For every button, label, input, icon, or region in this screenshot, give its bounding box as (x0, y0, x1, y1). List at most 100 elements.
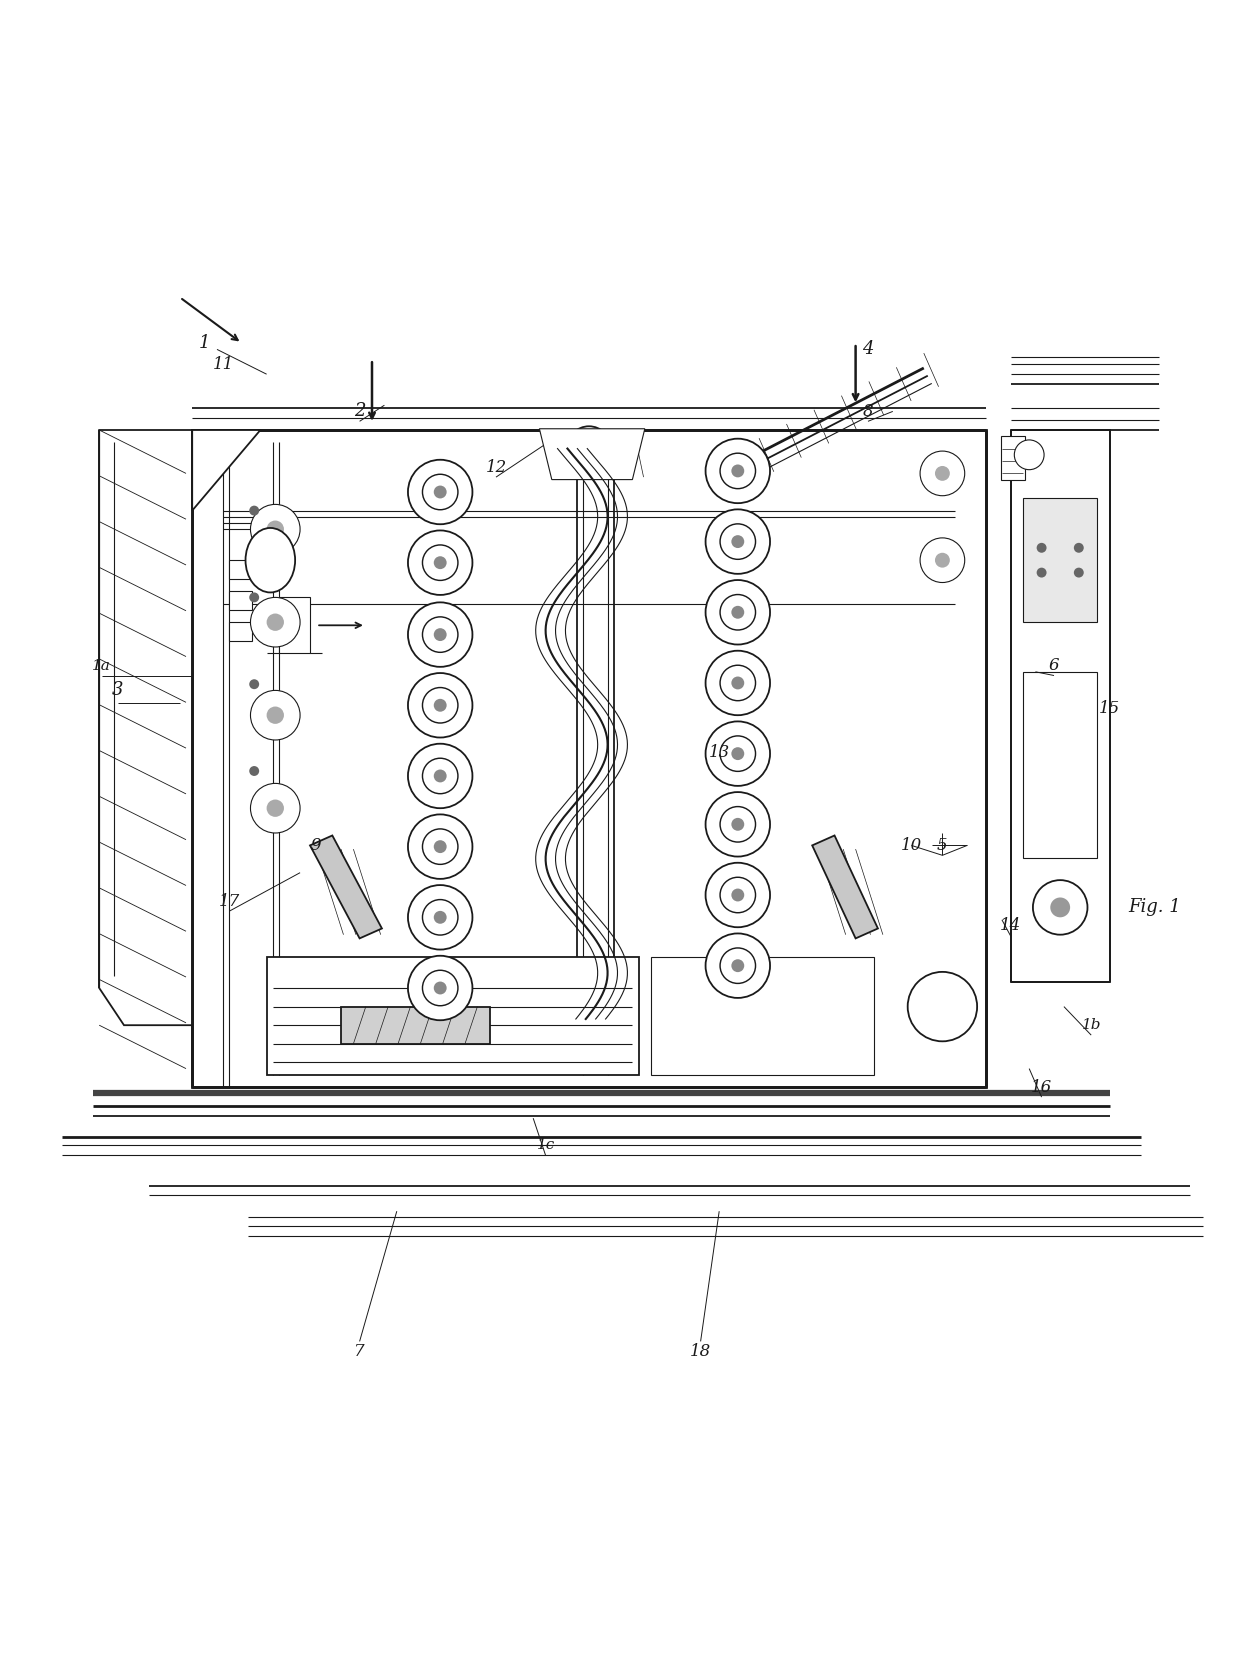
Circle shape (423, 616, 458, 653)
Circle shape (408, 673, 472, 738)
Text: 2: 2 (353, 403, 366, 420)
Circle shape (250, 505, 300, 555)
Circle shape (423, 970, 458, 1006)
Circle shape (720, 523, 755, 560)
Circle shape (423, 900, 458, 935)
Circle shape (408, 956, 472, 1020)
Bar (279, 598, 310, 653)
Text: 13: 13 (708, 745, 730, 761)
Circle shape (732, 535, 744, 548)
Circle shape (720, 948, 755, 983)
Polygon shape (99, 430, 192, 1025)
Circle shape (706, 721, 770, 786)
Text: 6: 6 (1049, 656, 1059, 675)
Circle shape (706, 863, 770, 928)
Circle shape (732, 960, 744, 973)
Circle shape (920, 538, 965, 583)
Text: 10: 10 (900, 836, 923, 855)
Circle shape (720, 453, 755, 488)
Circle shape (267, 613, 284, 631)
Circle shape (720, 806, 755, 841)
Circle shape (267, 800, 284, 816)
Circle shape (732, 676, 744, 690)
Polygon shape (192, 430, 260, 510)
Bar (229, 560, 252, 578)
Circle shape (249, 593, 259, 603)
Circle shape (706, 791, 770, 856)
Circle shape (732, 888, 744, 901)
Text: 16: 16 (1030, 1078, 1053, 1096)
Bar (1001, 436, 1025, 480)
Bar (341, 1006, 490, 1045)
Bar (651, 956, 874, 1075)
Circle shape (434, 981, 446, 995)
Circle shape (423, 688, 458, 723)
Circle shape (408, 603, 472, 666)
Circle shape (267, 520, 284, 538)
Circle shape (935, 553, 950, 568)
Bar (1023, 671, 1097, 858)
Circle shape (720, 878, 755, 913)
Circle shape (1033, 880, 1087, 935)
Circle shape (434, 628, 446, 641)
Text: 12: 12 (485, 458, 507, 476)
Circle shape (434, 698, 446, 711)
Text: 3: 3 (112, 681, 124, 700)
Text: Fig. 1: Fig. 1 (1128, 898, 1182, 916)
Circle shape (908, 971, 977, 1041)
Circle shape (408, 530, 472, 595)
Circle shape (423, 830, 458, 865)
Circle shape (1014, 440, 1044, 470)
Text: 11: 11 (212, 357, 234, 373)
Circle shape (423, 545, 458, 580)
Circle shape (423, 475, 458, 510)
Circle shape (249, 680, 259, 690)
Circle shape (434, 556, 446, 570)
Circle shape (732, 818, 744, 831)
Text: 4: 4 (862, 340, 874, 358)
Circle shape (706, 438, 770, 503)
Circle shape (434, 485, 446, 498)
Text: 1b: 1b (1081, 1018, 1101, 1033)
Circle shape (920, 451, 965, 496)
Circle shape (408, 815, 472, 880)
Circle shape (434, 840, 446, 853)
Circle shape (408, 743, 472, 808)
Circle shape (706, 933, 770, 998)
Circle shape (580, 440, 598, 456)
Text: 14: 14 (999, 918, 1022, 935)
Circle shape (1074, 543, 1084, 553)
Circle shape (1037, 568, 1047, 578)
Circle shape (1037, 543, 1047, 553)
Circle shape (935, 466, 950, 481)
Text: 9: 9 (311, 836, 321, 855)
Circle shape (567, 426, 611, 471)
Circle shape (720, 736, 755, 771)
Circle shape (434, 911, 446, 923)
Circle shape (250, 783, 300, 833)
Circle shape (1074, 568, 1084, 578)
Bar (267, 956, 639, 1075)
Text: 17: 17 (218, 893, 241, 910)
Polygon shape (539, 428, 645, 480)
Bar (229, 591, 252, 610)
Circle shape (720, 595, 755, 630)
Circle shape (1050, 898, 1070, 918)
Bar (1023, 498, 1097, 621)
Text: 15: 15 (1099, 700, 1121, 718)
Bar (229, 621, 252, 641)
Circle shape (732, 746, 744, 760)
Circle shape (732, 465, 744, 478)
Polygon shape (812, 835, 878, 938)
Text: 1: 1 (198, 335, 211, 352)
Text: 18: 18 (689, 1343, 712, 1359)
Circle shape (706, 580, 770, 645)
Text: 8: 8 (863, 403, 873, 420)
Circle shape (408, 885, 472, 950)
Circle shape (706, 510, 770, 573)
Circle shape (706, 651, 770, 715)
Circle shape (408, 460, 472, 525)
Polygon shape (310, 835, 382, 938)
Circle shape (250, 690, 300, 740)
Text: 7: 7 (355, 1343, 365, 1359)
